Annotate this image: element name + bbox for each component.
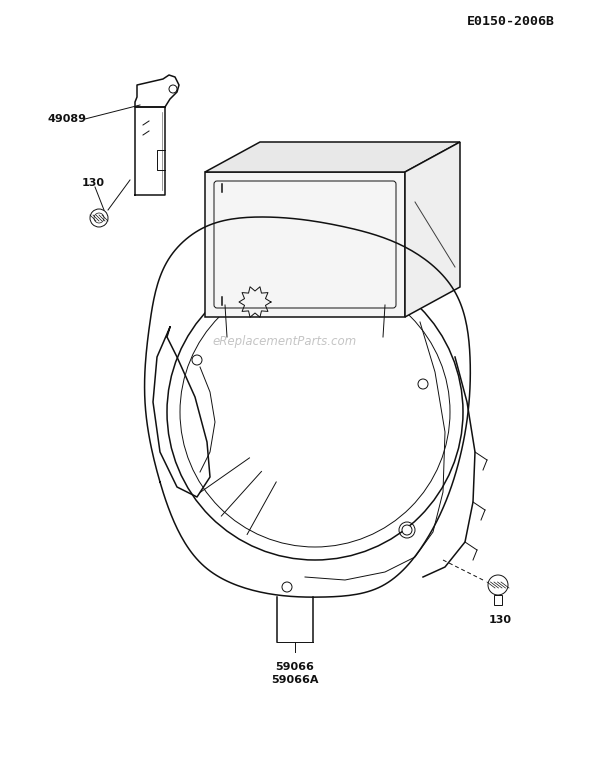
Text: 49089: 49089 bbox=[47, 114, 86, 124]
Text: 59066A: 59066A bbox=[271, 675, 319, 685]
Circle shape bbox=[192, 355, 202, 365]
Polygon shape bbox=[405, 142, 460, 317]
Bar bbox=[494, 595, 502, 605]
Text: 130: 130 bbox=[489, 615, 512, 625]
Circle shape bbox=[282, 582, 292, 592]
Circle shape bbox=[418, 379, 428, 389]
Text: E0150-2006B: E0150-2006B bbox=[467, 15, 555, 28]
Text: 130: 130 bbox=[82, 178, 105, 188]
Circle shape bbox=[90, 209, 108, 227]
Text: 59066: 59066 bbox=[276, 662, 314, 672]
Polygon shape bbox=[205, 142, 460, 172]
Circle shape bbox=[488, 575, 508, 595]
Text: eReplacementParts.com: eReplacementParts.com bbox=[213, 336, 357, 349]
Circle shape bbox=[402, 525, 412, 535]
Polygon shape bbox=[205, 172, 405, 317]
